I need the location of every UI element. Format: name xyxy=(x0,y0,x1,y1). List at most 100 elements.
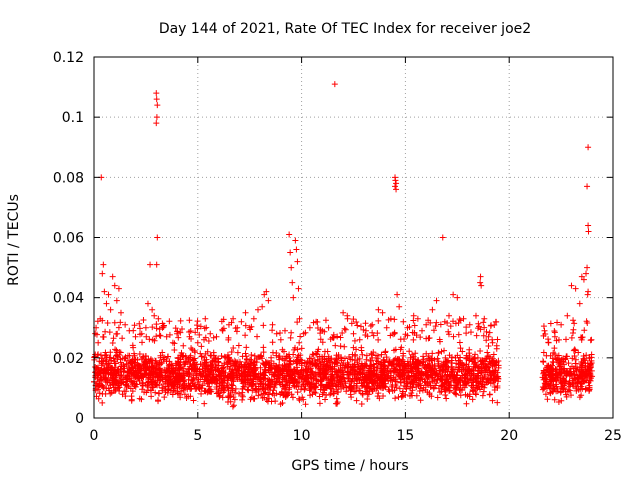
data-point xyxy=(234,324,241,331)
data-point xyxy=(362,320,369,327)
data-point xyxy=(378,351,385,358)
data-point xyxy=(160,354,167,361)
data-point xyxy=(288,374,295,381)
data-point xyxy=(92,363,99,370)
data-point xyxy=(441,384,448,391)
data-point xyxy=(142,324,149,331)
data-point xyxy=(489,339,496,346)
data-point xyxy=(379,378,386,385)
data-point xyxy=(183,395,190,402)
data-point xyxy=(255,371,262,378)
data-point xyxy=(560,367,567,374)
data-point xyxy=(103,300,110,307)
data-point xyxy=(153,96,160,103)
data-point xyxy=(584,183,591,190)
data-point xyxy=(166,361,173,368)
data-point xyxy=(329,360,336,367)
data-point xyxy=(239,392,246,399)
y-tick-label: 0.1 xyxy=(62,110,84,126)
data-point xyxy=(363,362,370,369)
data-point xyxy=(153,120,160,127)
data-point xyxy=(391,369,398,376)
data-point xyxy=(360,376,367,383)
data-point xyxy=(149,360,156,367)
data-point xyxy=(128,393,135,400)
data-point xyxy=(255,306,262,313)
data-point xyxy=(404,358,411,365)
data-point xyxy=(331,390,338,397)
data-point xyxy=(105,291,112,298)
data-point xyxy=(298,362,305,369)
data-point xyxy=(381,362,388,369)
data-point xyxy=(206,372,213,379)
data-point xyxy=(438,388,445,395)
data-point xyxy=(555,398,562,405)
data-point xyxy=(405,373,412,380)
data-point xyxy=(369,388,376,395)
data-point xyxy=(357,387,364,394)
data-point xyxy=(350,316,357,323)
data-point xyxy=(383,354,390,361)
data-point xyxy=(225,393,232,400)
data-point xyxy=(575,349,582,356)
data-point xyxy=(138,330,145,337)
data-point xyxy=(336,367,343,374)
data-point xyxy=(297,333,304,340)
data-point xyxy=(569,363,576,370)
data-point xyxy=(217,372,224,379)
data-point xyxy=(383,324,390,331)
data-point xyxy=(332,359,339,366)
data-point xyxy=(143,333,150,340)
data-point xyxy=(260,322,267,329)
data-point xyxy=(154,373,161,380)
data-point xyxy=(347,391,354,398)
data-point xyxy=(386,388,393,395)
data-point xyxy=(179,326,186,333)
data-point xyxy=(432,370,439,377)
data-point xyxy=(309,358,316,365)
data-point xyxy=(426,356,433,363)
data-point xyxy=(286,231,293,238)
data-point xyxy=(251,352,258,359)
data-point xyxy=(414,362,421,369)
data-point xyxy=(442,369,449,376)
data-point xyxy=(95,395,102,402)
data-point xyxy=(454,380,461,387)
data-point xyxy=(248,371,255,378)
data-point xyxy=(269,321,276,328)
data-point xyxy=(161,394,168,401)
data-point xyxy=(273,373,280,380)
data-point xyxy=(194,339,201,346)
data-point xyxy=(203,324,210,331)
data-point xyxy=(96,382,103,389)
data-point xyxy=(373,371,380,378)
data-point xyxy=(404,372,411,379)
data-point xyxy=(403,380,410,387)
data-point xyxy=(420,371,427,378)
data-point xyxy=(400,352,407,359)
data-point xyxy=(148,387,155,394)
data-point xyxy=(560,385,567,392)
data-point xyxy=(257,376,264,383)
data-point xyxy=(201,378,208,385)
data-point xyxy=(201,357,208,364)
data-point xyxy=(112,368,119,375)
data-point xyxy=(101,351,108,358)
data-point xyxy=(307,384,314,391)
data-point xyxy=(196,381,203,388)
data-point xyxy=(296,397,303,404)
data-point xyxy=(425,335,432,342)
data-point xyxy=(225,387,232,394)
data-point xyxy=(106,329,113,336)
data-point xyxy=(545,339,552,346)
data-point xyxy=(190,397,197,404)
data-point xyxy=(561,377,568,384)
data-point xyxy=(308,355,315,362)
data-point xyxy=(473,391,480,398)
data-point xyxy=(340,309,347,316)
data-point xyxy=(186,317,193,324)
y-tick-labels: 0 0.02 0.04 0.06 0.08 0.1 0.12 xyxy=(53,50,84,427)
data-point xyxy=(570,382,577,389)
data-point xyxy=(250,315,257,322)
data-point xyxy=(425,317,432,324)
